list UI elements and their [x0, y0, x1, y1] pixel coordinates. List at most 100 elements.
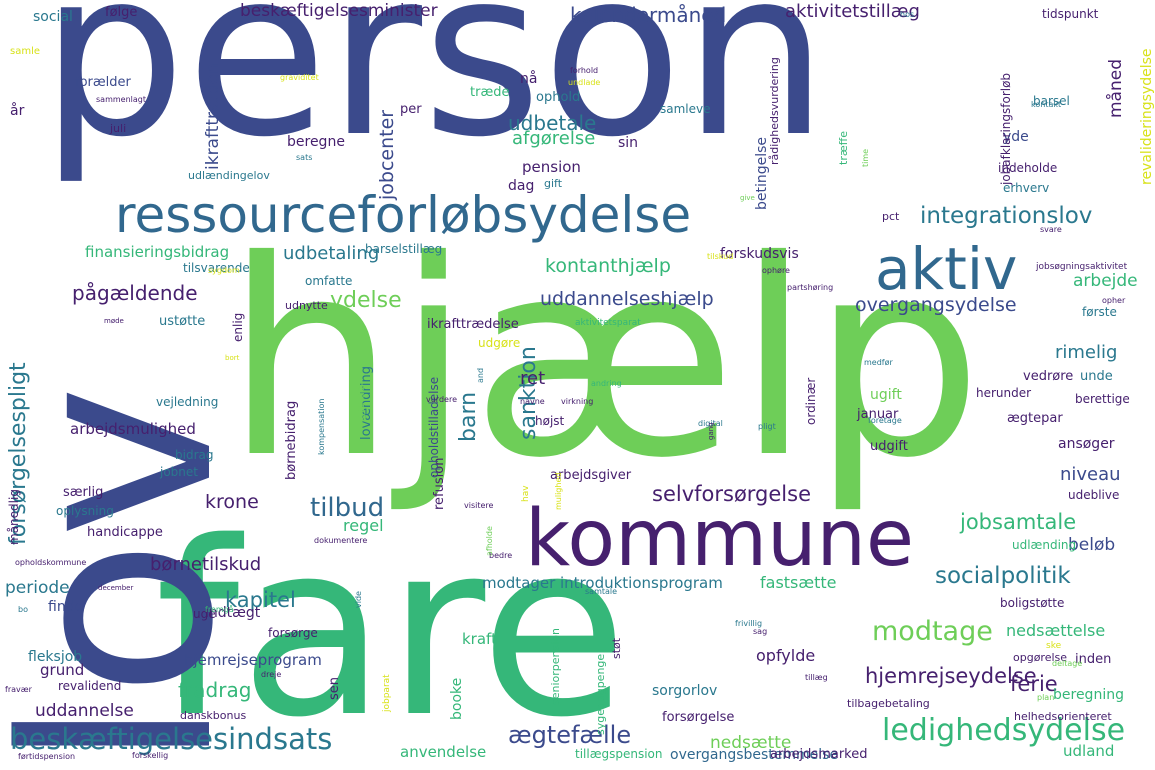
word-beskaeftigelsesindsats: beskæftigelsesindsats — [10, 722, 333, 756]
word-herunder: herunder — [976, 386, 1032, 400]
word-vurdere: vurdere — [426, 395, 457, 404]
word-introduktionsprogram: introduktionsprogram — [560, 574, 723, 592]
word-regel: regel — [343, 516, 384, 535]
word-kontakt: kontakt — [1031, 100, 1062, 109]
word-indeholde: indeholde — [998, 161, 1058, 175]
word-fastsaette: fastsætte — [760, 573, 837, 592]
word-ikrafttraeden: ikrafttræden — [203, 63, 223, 170]
word-jobparat: jobparat — [382, 674, 392, 712]
word-tilskud: tilskud — [707, 252, 734, 261]
word-berettige: berettige — [1075, 392, 1130, 406]
word-bo: bo — [18, 605, 28, 614]
word-nedsaette: nedsætte — [710, 733, 792, 753]
word-opholdstilladelse: opholdstilladelse — [427, 376, 441, 478]
word-traede: træde — [470, 85, 510, 100]
word-arbejdsmulighed: arbejdsmulighed — [70, 420, 196, 438]
word-hjaelp: hjælp — [225, 202, 983, 517]
word-helhedsorienteret: helhedsorienteret — [1014, 710, 1112, 723]
word-deltage: deltage — [1052, 659, 1083, 668]
word-opgoerelse: opgørelse — [1013, 651, 1068, 664]
word-traeffe: træffe — [837, 131, 850, 165]
word-foerste: første — [1082, 305, 1117, 319]
word-opher: opher — [1102, 296, 1126, 305]
word-dreje: dreje — [261, 670, 282, 679]
word-modtage: modtage — [872, 616, 993, 647]
word-fravaer: fravær — [5, 685, 32, 694]
word-jobafklaringsforloeb: jobafklaringsforløb — [999, 72, 1013, 185]
word-overgangsbestemmelse: overgangsbestemmelse — [670, 747, 839, 763]
word-foretage: foretage — [868, 416, 902, 425]
word-samtale: samtale — [585, 587, 618, 596]
word-kommune: kommune — [525, 494, 914, 584]
word-udbetaling: udbetaling — [283, 243, 380, 264]
word-graviditet: graviditet — [280, 73, 319, 82]
word-raadighedsvurdering: rådighedsvurdering — [768, 57, 781, 165]
word-sen: sen — [327, 676, 342, 700]
word-beregne: beregne — [287, 134, 345, 150]
word-vide: vide — [354, 591, 363, 608]
word-selvforsoergelse: selvforsørgelse — [652, 482, 811, 506]
word-omfatte: omfatte — [305, 274, 353, 288]
word-revalidend: revalidend — [58, 679, 122, 693]
word-udbetale: udbetale — [508, 111, 597, 135]
word-foelge: følge — [105, 5, 138, 20]
word-beloeb: beløb — [1068, 535, 1116, 555]
word-beregning: beregning — [1053, 687, 1124, 703]
word-svare: svare — [1040, 225, 1062, 234]
word-udland: udland — [1063, 742, 1115, 760]
word-sygedagpenge: sygedagpenge — [594, 653, 607, 735]
word-gaelde: gælde — [354, 385, 367, 420]
word-digital: digital — [698, 419, 723, 428]
word-kraft: kraft — [462, 630, 497, 648]
word-tilbud: tilbud — [310, 493, 385, 523]
word-udgoere: udgøre — [478, 336, 521, 350]
word-ressourceforloebsydelse: ressourceforløbsydelse — [115, 186, 692, 244]
word-vejledning: vejledning — [156, 395, 219, 409]
word-andring: andring — [591, 379, 622, 388]
word-periode: periode — [5, 578, 70, 598]
word-forsoerge: forsørge — [268, 626, 318, 640]
word-kalendermaaned: kalendermåned — [570, 3, 727, 27]
word-social: social — [33, 9, 73, 25]
word-ledighedsydelse: ledighedsydelse — [882, 713, 1126, 748]
word-samleve: samleve — [660, 102, 711, 116]
word-aegtefaelle: ægtefælle — [508, 721, 632, 749]
word-boernetilskud: børnetilskud — [150, 554, 262, 575]
word-integrationslov: integrationslov — [920, 203, 1093, 229]
word-krone: krone — [205, 491, 259, 513]
word-paagaeldende: pågældende — [72, 281, 198, 305]
word-grund: grund — [40, 661, 85, 679]
word-januar: januar — [857, 407, 899, 422]
word-uge: uge — [193, 607, 216, 621]
word-yde: yde — [1003, 129, 1029, 145]
word-aar: år — [10, 103, 25, 119]
word-foertidspension: førtidspension — [18, 752, 76, 761]
word-visitere: visitere — [464, 501, 494, 510]
word-fremgaa: fremgå — [205, 605, 234, 614]
word-ustoette: ustøtte — [159, 314, 206, 329]
word-pct: pct — [882, 210, 900, 223]
word-moede: møde — [104, 317, 124, 325]
word-tilsvarende: tilsvarende — [183, 261, 250, 275]
word-jobsamtale: jobsamtale — [960, 510, 1077, 534]
word-gift: gift — [544, 177, 563, 190]
word-tillaeg: tillæg — [805, 673, 828, 682]
word-ansoeger: ansøger — [1058, 436, 1115, 452]
word-unde: unde — [1080, 369, 1113, 384]
word-sygdom: sygdom — [208, 266, 240, 275]
word-person: person — [40, 0, 829, 188]
word-hjemrejseprogram: hjemrejseprogram — [184, 651, 322, 669]
word-pension: pension — [522, 158, 581, 176]
word-kompensation: kompensation — [317, 398, 326, 456]
word-fleksjob: fleksjob — [28, 649, 83, 665]
word-sin: sin — [618, 135, 639, 151]
word-sorgorlov: sorgorlov — [652, 683, 718, 699]
word-aktivitetsparat: aktivitetsparat — [575, 318, 641, 328]
word-seniorpension: seniorpension — [549, 628, 562, 705]
word-betingelse: betingelse — [754, 136, 770, 210]
word-dokumentere: dokumentere — [314, 536, 368, 545]
word-ske: ske — [1046, 641, 1062, 651]
word-bidrag: bidrag — [175, 448, 214, 462]
word-finde: finde — [48, 599, 84, 615]
word-udeblive: udeblive — [1068, 488, 1120, 502]
